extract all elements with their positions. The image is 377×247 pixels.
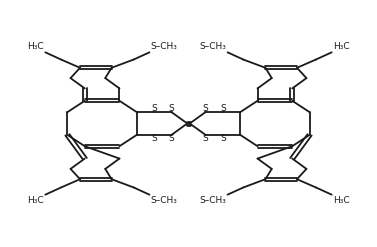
Text: H₃C: H₃C xyxy=(28,196,44,205)
Text: H₃C: H₃C xyxy=(333,196,349,205)
Text: S–CH₃: S–CH₃ xyxy=(199,42,227,51)
Text: S–CH₃: S–CH₃ xyxy=(199,196,227,205)
Text: S–CH₃: S–CH₃ xyxy=(150,42,178,51)
Text: S: S xyxy=(151,134,157,143)
Text: S: S xyxy=(169,104,175,113)
Text: S–CH₃: S–CH₃ xyxy=(150,196,178,205)
Text: S: S xyxy=(220,134,226,143)
Text: S: S xyxy=(202,134,208,143)
Text: S: S xyxy=(202,104,208,113)
Text: H₃C: H₃C xyxy=(28,42,44,51)
Text: S: S xyxy=(169,134,175,143)
Text: S: S xyxy=(220,104,226,113)
Text: H₃C: H₃C xyxy=(333,42,349,51)
Text: S: S xyxy=(151,104,157,113)
